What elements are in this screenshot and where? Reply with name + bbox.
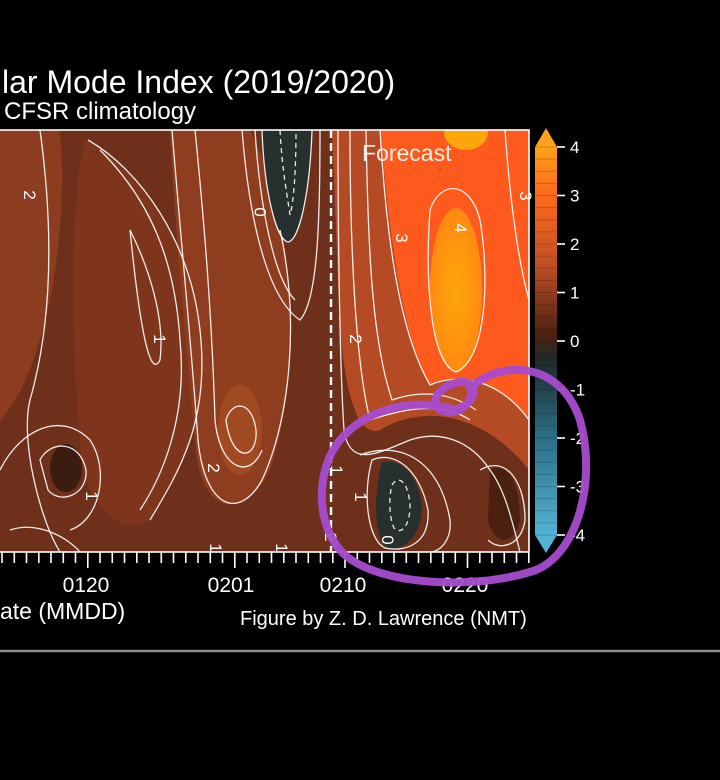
chart-title: lar Mode Index (2019/2020)	[2, 64, 395, 100]
contour-label: 1	[206, 543, 225, 552]
x-tick-label-0201: 0201	[208, 574, 255, 597]
colorbar-level-lines	[535, 146, 557, 536]
contour-label: 3	[392, 233, 411, 242]
region-left-band	[73, 140, 202, 526]
region-dark-top	[262, 130, 312, 242]
colorbar-ticks	[557, 146, 565, 536]
contour-label: 0	[378, 535, 397, 544]
region-top-yellow	[444, 130, 488, 150]
contour-label: 1	[327, 465, 346, 474]
chart-subtitle: CFSR climatology	[4, 98, 196, 125]
hand-drawn-circle-annotation	[317, 365, 591, 587]
forecast-label: Forecast	[362, 140, 452, 166]
x-axis-ticks	[1, 552, 530, 568]
region-center-band	[170, 130, 291, 505]
colorbar-tick-label: -1	[570, 381, 585, 400]
contour-label: 1	[351, 492, 370, 501]
colorbar-tick-label: 4	[570, 138, 579, 157]
colorbar-top-arrow	[535, 128, 557, 147]
contour-label: 1	[82, 491, 101, 500]
region-dark-left	[50, 444, 82, 492]
contour-label: 3	[516, 191, 535, 200]
colorbar-tick-label: 2	[570, 235, 579, 254]
plot-frame	[0, 129, 530, 553]
contour-lines	[0, 130, 529, 552]
contour-label: 2	[204, 463, 223, 472]
colorbar-bottom-arrow	[535, 535, 557, 553]
colorbar-tick-label: 3	[570, 187, 579, 206]
colorbar-tick-label: 0	[570, 332, 579, 351]
region-dark-bottom	[376, 461, 422, 549]
colorbar-body	[535, 147, 557, 535]
colorbar-tick-label: 1	[570, 284, 579, 303]
contour-label: 0	[251, 207, 270, 216]
contour-label: 4	[451, 223, 470, 232]
zero-contours	[279, 130, 411, 532]
figure-credit: Figure by Z. D. Lawrence (NMT)	[240, 608, 527, 630]
contour-label: 1	[150, 334, 169, 343]
contour-label: 2	[20, 190, 39, 199]
plot-area	[0, 130, 529, 552]
region-mid-left	[0, 130, 62, 420]
x-tick-label-0210: 0210	[320, 574, 367, 597]
region-max-yellow	[430, 208, 482, 372]
region-center-hot	[218, 385, 262, 475]
x-tick-label-0120: 0120	[63, 574, 110, 597]
x-axis-label: ate (MMDD)	[0, 598, 125, 624]
contour-label: 2	[346, 334, 365, 343]
contour-label: 1	[272, 543, 291, 552]
